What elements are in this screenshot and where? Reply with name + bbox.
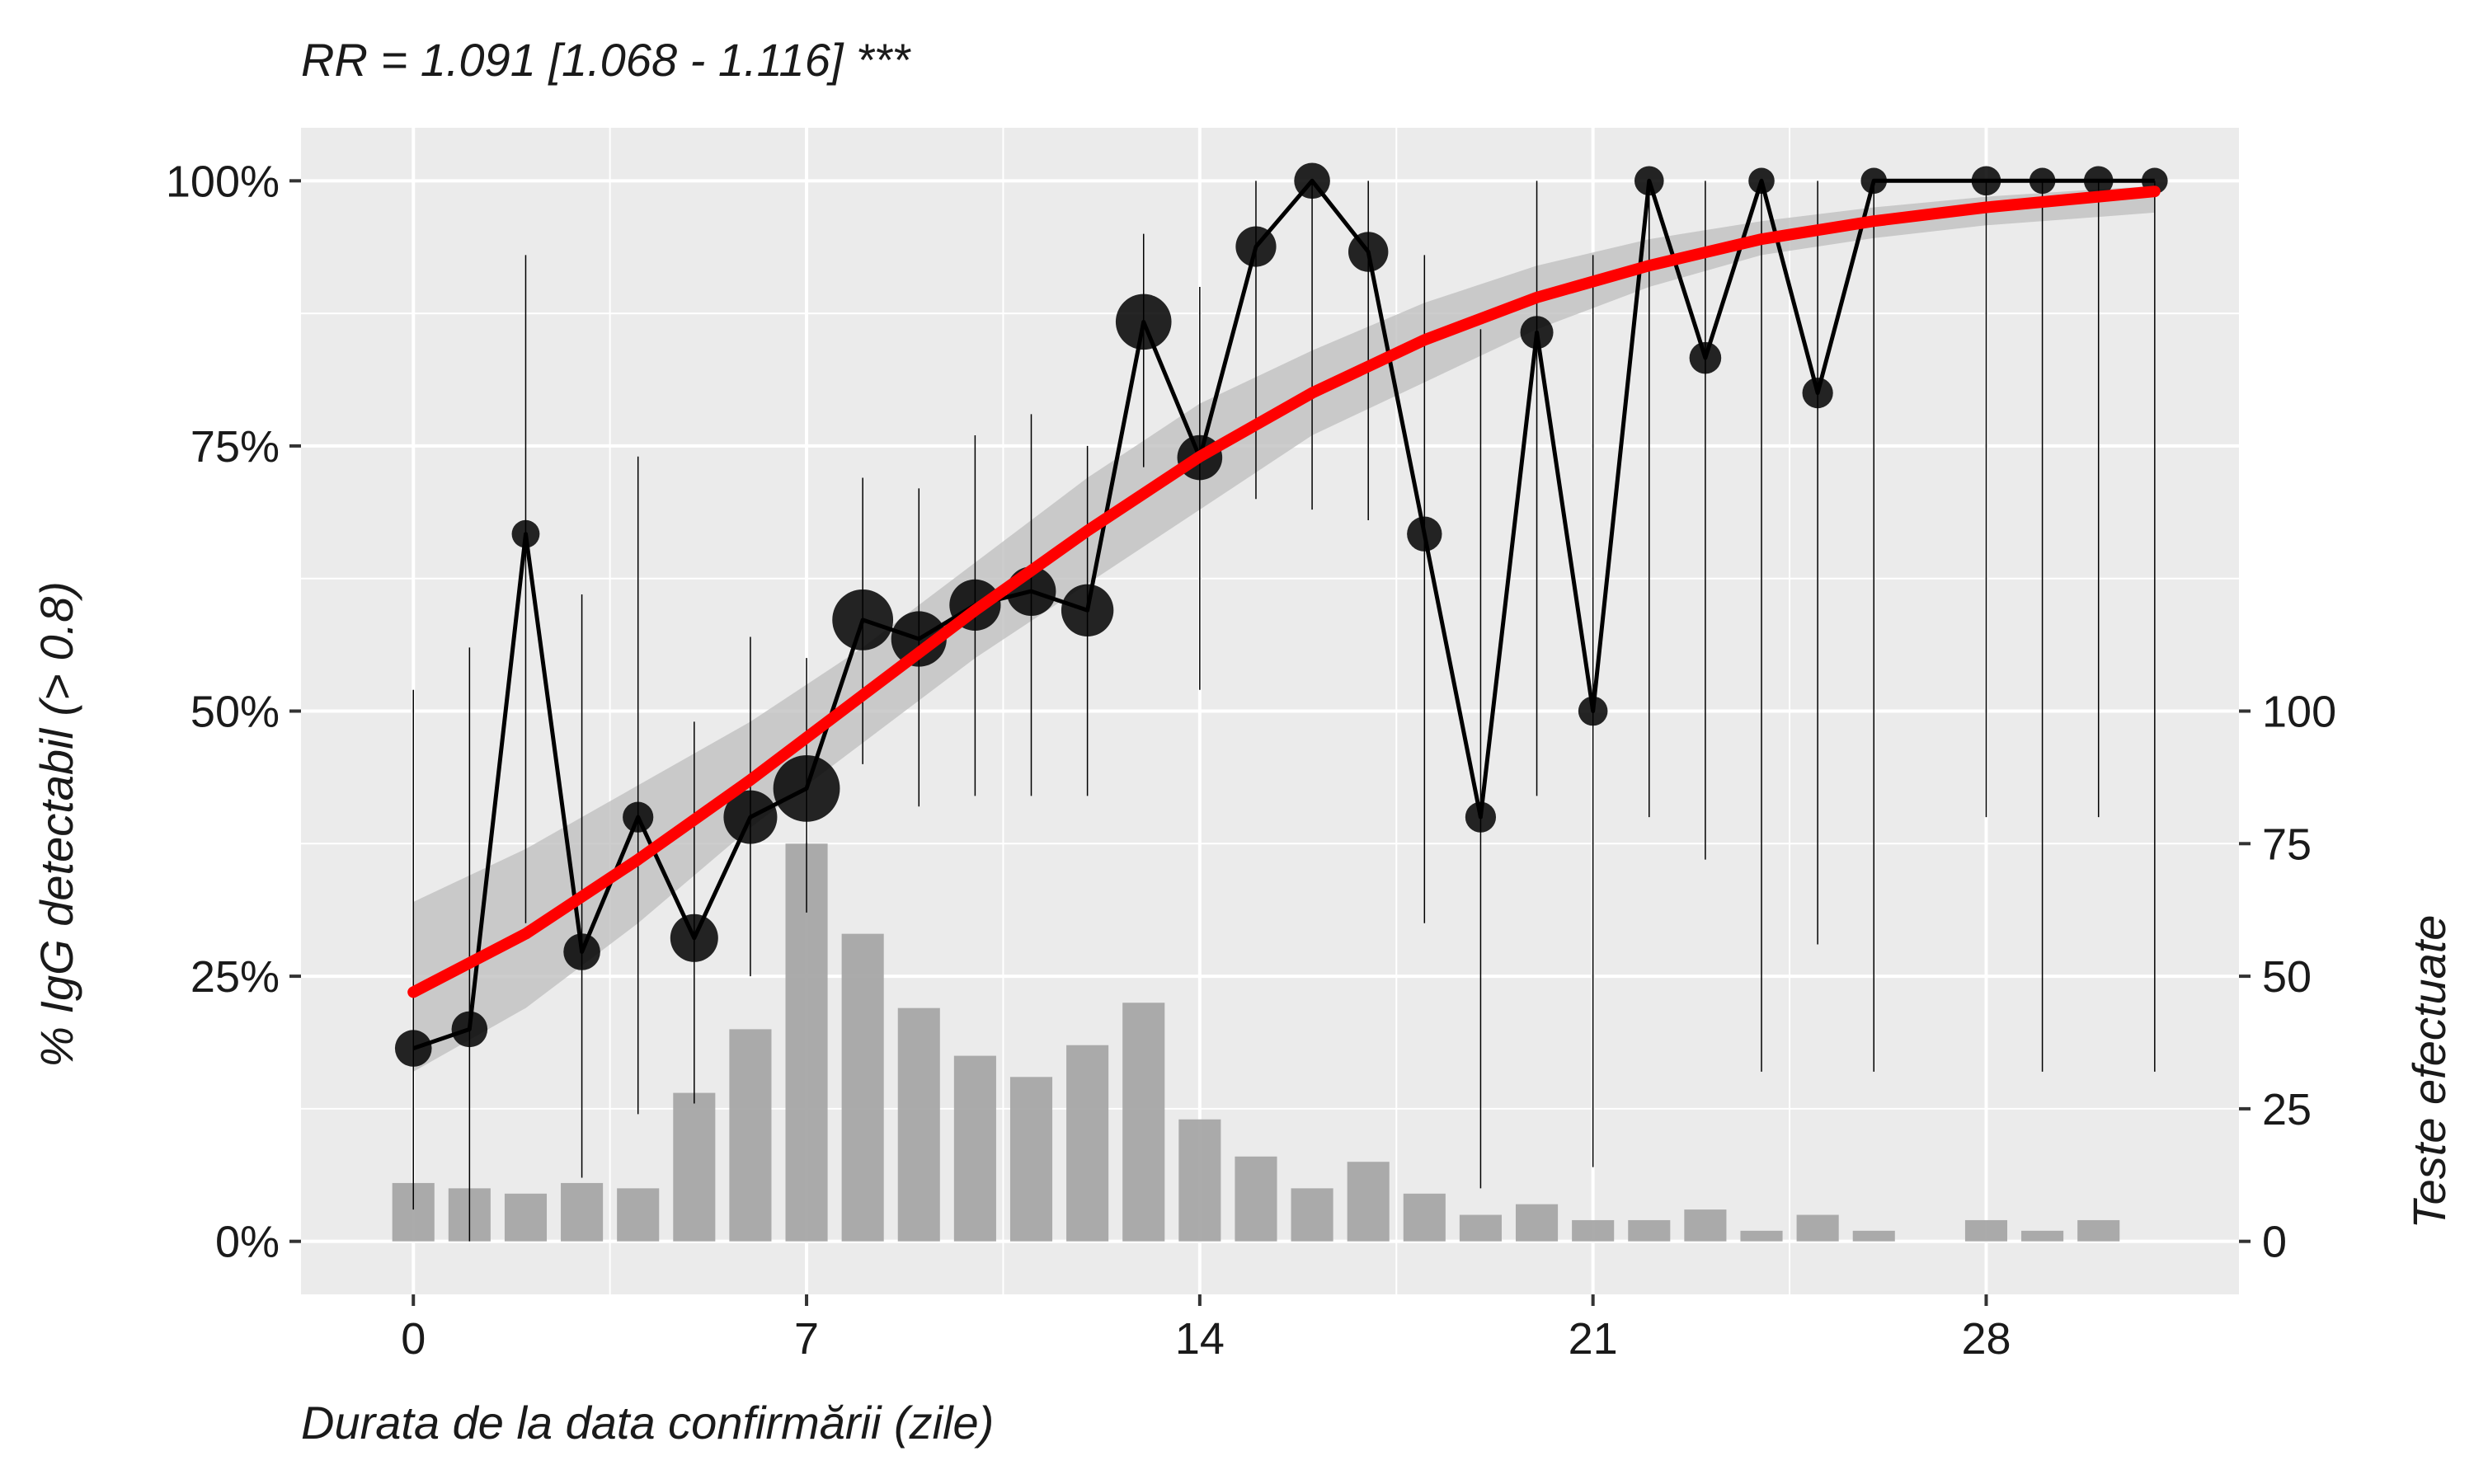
tests-bar <box>1740 1230 1783 1242</box>
y-tick-label: 75% <box>190 422 280 472</box>
data-point <box>1578 696 1608 726</box>
data-point <box>891 611 947 667</box>
tests-bar <box>1459 1214 1502 1242</box>
y-tick-label: 0% <box>215 1218 280 1267</box>
data-point <box>1634 166 1664 196</box>
tests-bar <box>561 1182 604 1242</box>
data-point <box>832 589 894 650</box>
chart-title: RR = 1.091 [1.068 - 1.116] *** <box>301 34 912 86</box>
x-tick-label: 28 <box>1961 1314 2011 1364</box>
tests-bar <box>1235 1156 1277 1242</box>
x-tick-label: 21 <box>1569 1314 1618 1364</box>
y-tick-label: 25% <box>190 952 280 1002</box>
tests-bar <box>729 1029 772 1242</box>
data-point <box>670 913 718 962</box>
x-axis-title: Durata de la data confirmării (zile) <box>301 1397 994 1449</box>
tests-bar <box>2021 1230 2064 1242</box>
data-point <box>1294 162 1330 200</box>
tests-bar <box>1964 1219 2008 1242</box>
data-point <box>511 519 540 548</box>
logistic-fit-line <box>407 186 2161 998</box>
tests-bar <box>1628 1219 1671 1242</box>
tests-bar <box>1403 1193 1446 1242</box>
tests-bar <box>1516 1204 1559 1242</box>
secondary-y-axis-title: Teste efectuate <box>2403 915 2455 1229</box>
data-point <box>1235 226 1277 267</box>
data-point <box>1860 167 1888 195</box>
tests-bar <box>897 1007 940 1242</box>
data-point <box>2029 167 2056 195</box>
tests-bar <box>953 1055 996 1242</box>
tests-bar <box>1796 1214 1839 1242</box>
y2-tick-label: 25 <box>2262 1085 2312 1134</box>
y-tick-label: 100% <box>166 157 280 206</box>
x-tick-label: 7 <box>794 1314 819 1364</box>
y-axis: 0% 25% 50% 75% 100% <box>166 157 301 1267</box>
tests-bar <box>504 1193 548 1242</box>
tests-bar <box>841 933 884 1242</box>
data-point <box>451 1011 488 1048</box>
y2-tick-label: 50 <box>2262 952 2312 1002</box>
x-axis: 0 7 14 21 28 <box>401 1294 2011 1364</box>
tests-bar <box>1178 1119 1221 1242</box>
y-axis-title: % IgG detectabil (> 0.8) <box>31 581 82 1068</box>
data-point <box>773 755 840 822</box>
x-tick-label: 0 <box>401 1314 426 1364</box>
observed-points <box>394 162 2168 1067</box>
tests-bars <box>392 843 2120 1242</box>
y2-tick-label: 100 <box>2262 688 2336 737</box>
tests-bar <box>1572 1219 1615 1242</box>
tests-bar <box>1122 1003 1165 1242</box>
y2-tick-label: 75 <box>2262 819 2312 869</box>
data-point <box>394 1030 432 1067</box>
data-point <box>1115 294 1172 350</box>
tests-bar <box>1684 1209 1727 1242</box>
data-point <box>623 801 654 833</box>
y2-tick-label: 0 <box>2262 1218 2287 1267</box>
data-point <box>1802 377 1833 409</box>
tests-bar <box>1347 1162 1390 1242</box>
data-point <box>1407 516 1442 552</box>
tests-bar <box>1291 1188 1333 1242</box>
data-point <box>1348 232 1389 272</box>
data-point <box>1061 584 1114 636</box>
y-tick-label: 50% <box>190 688 280 737</box>
data-point <box>723 790 778 844</box>
data-point <box>1748 167 1775 195</box>
tests-bar <box>1852 1230 1895 1242</box>
tests-bar <box>2077 1219 2120 1242</box>
data-point <box>1465 801 1497 833</box>
tests-bar <box>617 1188 660 1242</box>
data-point <box>2083 166 2114 196</box>
data-point <box>1689 341 1722 374</box>
tests-bar <box>1066 1045 1109 1242</box>
x-tick-label: 14 <box>1175 1314 1225 1364</box>
secondary-y-axis: 0 25 50 75 100 <box>2239 688 2336 1267</box>
data-point <box>1971 166 2001 196</box>
data-point <box>1520 316 1554 350</box>
data-point <box>563 933 600 970</box>
tests-bar <box>1009 1077 1053 1242</box>
tests-bar <box>673 1092 716 1242</box>
